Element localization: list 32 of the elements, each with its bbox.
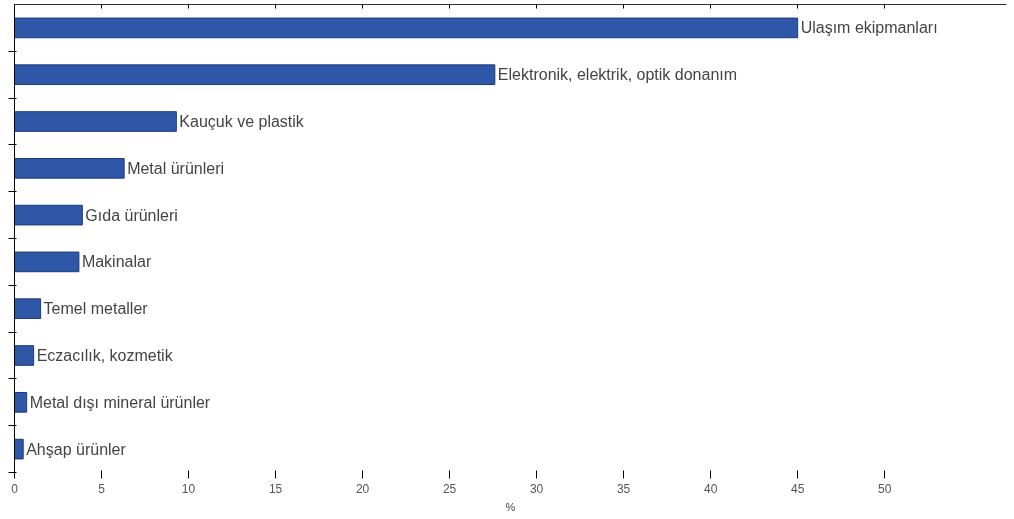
x-tick-label: 25 — [442, 481, 457, 496]
bar — [14, 251, 80, 273]
x-tick-label: 0 — [11, 481, 19, 496]
bar — [14, 204, 83, 226]
bar — [14, 438, 24, 460]
x-tick-label: 5 — [98, 481, 106, 496]
bar — [14, 17, 799, 39]
x-tick-label: 50 — [878, 481, 892, 496]
x-tick-label: 45 — [790, 481, 805, 496]
y-tick-label: Makinalar — [81, 253, 152, 271]
x-tick-label: 35 — [616, 481, 631, 496]
y-tick-label: Metal dışı mineral ürünler — [29, 393, 211, 411]
bar — [14, 345, 35, 366]
bar — [14, 157, 125, 179]
y-tick-label: Ulaşım ekipmanları — [800, 19, 938, 37]
x-tick-label: 30 — [529, 481, 544, 496]
bar — [14, 111, 177, 132]
x-axis-title: % — [505, 500, 516, 513]
bar — [14, 298, 42, 320]
y-tick-label: Elektronik, elektrik, optik donanım — [497, 66, 738, 84]
bar — [14, 391, 28, 413]
y-tick-label: Metal ürünleri — [127, 159, 225, 177]
x-tick-label: 20 — [355, 481, 370, 496]
y-tick-label: Temel metaller — [43, 300, 149, 318]
x-tick-label: 40 — [703, 481, 718, 496]
y-tick-label: Eczacılık, kozmetik — [36, 347, 174, 364]
bar — [14, 64, 496, 86]
x-tick-label: 10 — [181, 481, 196, 496]
y-tick-label: Ahşap ürünler — [26, 440, 127, 458]
y-tick-label: Kauçuk ve plastik — [179, 113, 305, 130]
x-tick-label: 15 — [268, 481, 283, 496]
y-tick-label: Gıda ürünleri — [85, 206, 178, 224]
